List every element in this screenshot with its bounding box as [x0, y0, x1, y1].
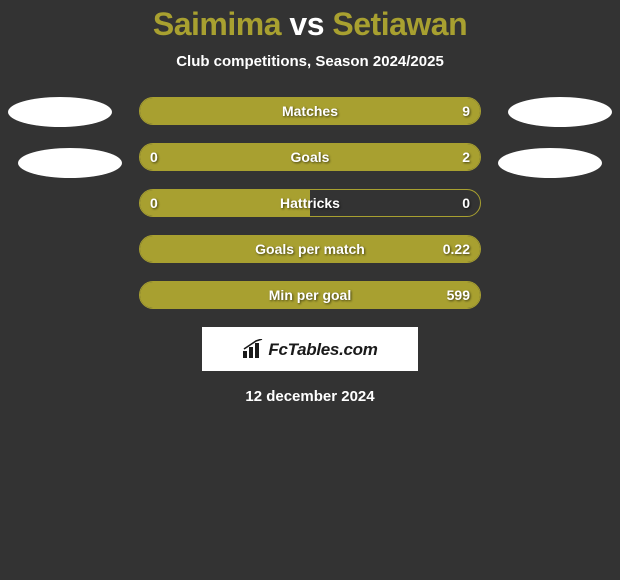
bar-value-right: 0	[462, 196, 470, 210]
bar-value-left: 0	[150, 150, 158, 164]
bar-label: Goals per match	[255, 242, 365, 256]
bar-label: Matches	[282, 104, 338, 118]
logo-text: FcTables.com	[268, 341, 377, 358]
root-container: Saimima vs Setiawan Club competitions, S…	[0, 0, 620, 404]
stat-bar-row: 0 Hattricks 0	[139, 189, 481, 217]
bar-value-right: 9	[462, 104, 470, 118]
player2-name: Setiawan	[332, 6, 467, 42]
logo-inner: FcTables.com	[242, 339, 377, 359]
stat-bar-row: Matches 9	[139, 97, 481, 125]
decor-ellipse	[18, 148, 122, 178]
bar-value-right: 2	[462, 150, 470, 164]
chart-icon	[242, 339, 264, 359]
date-line: 12 december 2024	[0, 389, 620, 404]
stat-bar-row: Goals per match 0.22	[139, 235, 481, 263]
vs-text: vs	[289, 6, 324, 42]
bar-value-right: 0.22	[443, 242, 470, 256]
bar-value-left: 0	[150, 196, 158, 210]
decor-ellipse	[498, 148, 602, 178]
bar-fill-right	[208, 144, 480, 170]
stat-bars: Matches 9 0 Goals 2 0 Hattricks 0 Goals per matc…	[139, 97, 481, 309]
page-title: Saimima vs Setiawan	[0, 8, 620, 40]
logo-box: FcTables.com	[202, 327, 418, 371]
bar-label: Goals	[291, 150, 330, 164]
stat-bar-row: Min per goal 599	[139, 281, 481, 309]
bar-value-right: 599	[447, 288, 470, 302]
stats-area: Matches 9 0 Goals 2 0 Hattricks 0 Goals per matc…	[0, 97, 620, 309]
decor-ellipse	[8, 97, 112, 127]
stat-bar-row: 0 Goals 2	[139, 143, 481, 171]
player1-name: Saimima	[153, 6, 281, 42]
bar-label: Min per goal	[269, 288, 351, 302]
decor-ellipse	[508, 97, 612, 127]
bar-label: Hattricks	[280, 196, 340, 210]
subtitle: Club competitions, Season 2024/2025	[0, 54, 620, 69]
